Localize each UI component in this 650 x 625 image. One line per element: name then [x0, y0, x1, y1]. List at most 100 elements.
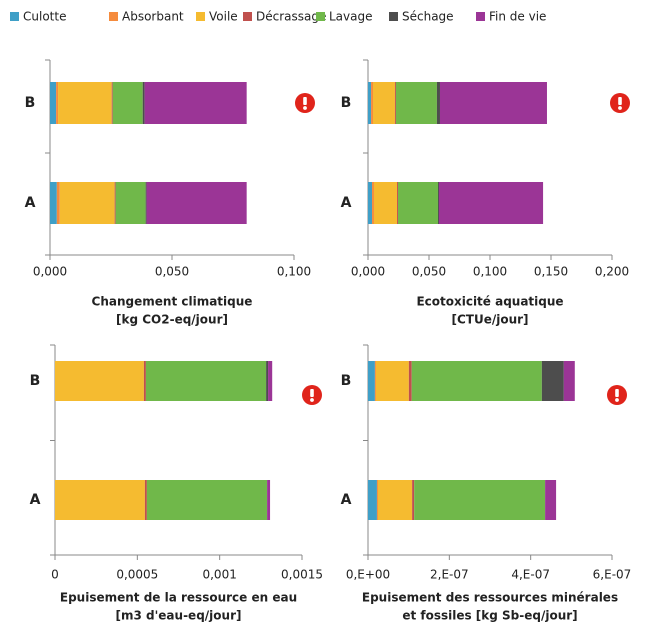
- bar-segment: [266, 361, 269, 401]
- bar-segment: [408, 361, 412, 401]
- bar-segment: [145, 182, 147, 224]
- x-tick-label: 0,100: [277, 265, 311, 279]
- legend-swatch: [476, 12, 485, 21]
- category-label: A: [30, 492, 41, 508]
- x-axis-title: [kg CO2-eq/jour]: [116, 313, 228, 327]
- warning-icon: [295, 93, 315, 113]
- x-axis-title: Epuisement de la ressource en eau: [60, 591, 297, 605]
- legend-swatch: [316, 12, 325, 21]
- bar-segment: [439, 82, 547, 124]
- bar-segment: [144, 82, 247, 124]
- legend-label: Absorbant: [122, 10, 184, 24]
- bar-segment: [55, 480, 145, 520]
- bar-segment: [50, 82, 57, 124]
- bar-segment: [411, 361, 542, 401]
- bar-segment: [144, 480, 147, 520]
- bar-segment: [412, 480, 415, 520]
- x-axis-title: [m3 d'eau-eq/jour]: [116, 609, 242, 623]
- category-label: A: [25, 195, 36, 211]
- bar-segment: [59, 182, 115, 224]
- bar-segment: [438, 182, 440, 224]
- bar-segment: [541, 361, 564, 401]
- bar-segment: [50, 182, 57, 224]
- bar-segment: [375, 361, 409, 401]
- legend-swatch: [10, 12, 19, 21]
- legend-label: Voile: [209, 10, 238, 24]
- x-tick-label: 0,000: [33, 265, 67, 279]
- warning-icon: [607, 385, 627, 405]
- bar-segment: [371, 82, 374, 124]
- bar-segment: [414, 480, 546, 520]
- bar-segment: [368, 82, 372, 124]
- bar-segment: [146, 182, 247, 224]
- bar-segment: [145, 361, 267, 401]
- legend-label: Séchage: [402, 10, 454, 24]
- bar-segment: [545, 480, 557, 520]
- bar-segment: [146, 480, 268, 520]
- legend-label: Culotte: [23, 10, 66, 24]
- x-tick-label: 2,E-07: [430, 568, 469, 582]
- bar-segment: [112, 82, 143, 124]
- bar-segment: [373, 182, 398, 224]
- x-axis-title: et fossiles [kg Sb-eq/jour]: [402, 609, 577, 623]
- x-axis-title: [CTUe/jour]: [451, 313, 528, 327]
- bar-segment: [268, 361, 273, 401]
- bar-segment: [267, 480, 271, 520]
- x-tick-label: 0,050: [155, 265, 189, 279]
- bar-segment: [394, 82, 396, 124]
- legend-swatch: [243, 12, 252, 21]
- bar-segment: [377, 480, 413, 520]
- bar-segment: [58, 82, 112, 124]
- x-tick-label: 0,100: [473, 265, 507, 279]
- legend-swatch: [389, 12, 398, 21]
- x-axis-title: Epuisement des ressources minérales: [362, 591, 618, 605]
- category-label: A: [341, 492, 352, 508]
- warning-icons: [295, 93, 630, 405]
- bar-segment: [439, 182, 544, 224]
- x-tick-label: 0: [51, 568, 59, 582]
- bar-segment: [115, 182, 146, 224]
- x-tick-label: 0,0005: [116, 568, 158, 582]
- x-axis-title: Changement climatique: [92, 295, 253, 309]
- bar-segment: [111, 82, 113, 124]
- bar-segment: [368, 182, 373, 224]
- warning-icon: [302, 385, 322, 405]
- x-tick-label: 0,001: [202, 568, 236, 582]
- x-tick-label: 0,150: [534, 265, 568, 279]
- bar-segment: [398, 182, 439, 224]
- legend-label: Fin de vie: [489, 10, 546, 24]
- x-tick-label: 0,0015: [281, 568, 323, 582]
- category-label: B: [30, 373, 41, 389]
- bar-segment: [563, 361, 575, 401]
- bar-segment: [373, 82, 395, 124]
- legend-swatch: [196, 12, 205, 21]
- bar-segment: [143, 361, 146, 401]
- x-tick-label: 0,200: [595, 265, 629, 279]
- bar-segment: [436, 82, 440, 124]
- x-tick-label: 0,050: [412, 265, 446, 279]
- bar-segment: [55, 361, 144, 401]
- category-label: B: [25, 95, 36, 111]
- bar-segment: [368, 361, 375, 401]
- bar-segment: [395, 82, 437, 124]
- bar-segment: [374, 361, 376, 401]
- legend-swatch: [109, 12, 118, 21]
- warning-icon: [610, 93, 630, 113]
- x-tick-label: 4,E-07: [511, 568, 550, 582]
- bar-segment: [376, 480, 378, 520]
- category-label: B: [341, 373, 352, 389]
- legend-label: Lavage: [329, 10, 373, 24]
- bar-segment: [372, 182, 374, 224]
- bar-segment: [56, 82, 59, 124]
- bar-segment: [397, 182, 399, 224]
- bar-segment: [114, 182, 116, 224]
- x-tick-label: 6,E-07: [593, 568, 632, 582]
- legend-label: Décrassage: [256, 10, 326, 24]
- bar-segment: [56, 182, 60, 224]
- x-axis-title: Ecotoxicité aquatique: [416, 295, 563, 309]
- bar-segment: [368, 480, 377, 520]
- category-label: A: [341, 195, 352, 211]
- x-tick-label: 0,000: [351, 265, 385, 279]
- category-label: B: [341, 95, 352, 111]
